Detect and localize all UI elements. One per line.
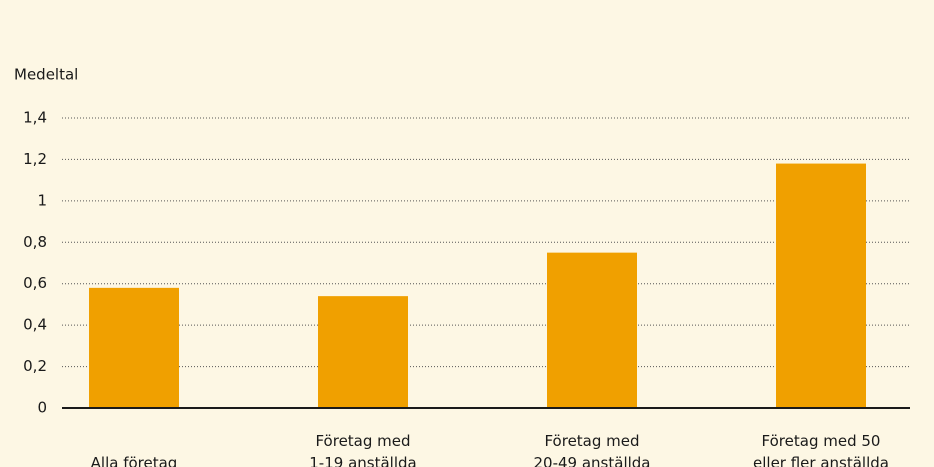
x-tick-label: Alla företag [90, 454, 178, 467]
bar [318, 296, 408, 408]
y-tick-label: 0,8 [23, 233, 47, 251]
y-axis-label: Medeltal [14, 66, 78, 84]
y-tick-label: 1,2 [23, 150, 47, 168]
x-tick-label: Företag med 20-49 anställda [533, 432, 651, 467]
bar [776, 163, 866, 408]
y-tick-label: 0,6 [23, 274, 47, 292]
x-tick-label: Företag med 1-19 anställda [309, 432, 417, 467]
x-tick-label: Företag med 50 eller fler anställda [753, 432, 889, 467]
y-tick-label: 0 [37, 399, 47, 417]
y-tick-label: 1 [37, 191, 47, 209]
bar [89, 287, 179, 408]
y-tick-label: 0,2 [23, 357, 47, 375]
bar [547, 252, 637, 408]
y-tick-label: 1,4 [23, 109, 47, 127]
y-tick-label: 0,4 [23, 316, 47, 334]
